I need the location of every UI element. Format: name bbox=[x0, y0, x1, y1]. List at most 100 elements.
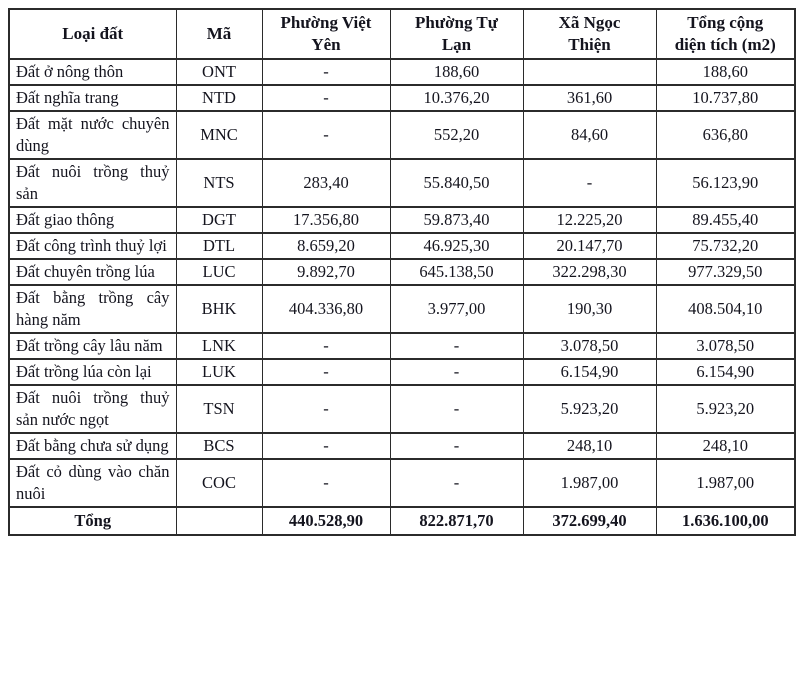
land-type-cell: Đất nuôi trồng thuỷ sản bbox=[8, 158, 177, 208]
viet-yen-value-cell: - bbox=[261, 332, 391, 360]
table-row: Đất công trình thuỷ lợi DTL 8.659,20 46.925… bbox=[8, 232, 796, 260]
ngoc-thien-value-cell: 190,30 bbox=[522, 284, 657, 334]
ngoc-thien-value-cell: 12.225,20 bbox=[522, 206, 657, 234]
row-total-cell: 188,60 bbox=[655, 58, 796, 86]
land-type-cell: Đất công trình thuỷ lợi bbox=[8, 232, 177, 260]
land-area-table: Loại đất Mã Phường Việt Yên Phường Tự Lạ… bbox=[8, 8, 796, 536]
tu-lan-value-cell: 59.873,40 bbox=[389, 206, 524, 234]
ngoc-thien-value-cell: 6.154,90 bbox=[522, 358, 657, 386]
tu-lan-value-cell: - bbox=[389, 458, 524, 508]
table-row: Đất chuyên trồng lúa LUC 9.892,70 645.138,5… bbox=[8, 258, 796, 286]
table-row: Đất ở nông thôn ONT -188,60 188,60 bbox=[8, 58, 796, 86]
code-cell: LNK bbox=[175, 332, 263, 360]
land-type-cell: Đất bằng trồng cây hàng năm bbox=[8, 284, 177, 334]
land-type-cell: Đất giao thông bbox=[8, 206, 177, 234]
table-footer: Tổng 440.528,90 822.871,70 372.699,40 1.… bbox=[8, 506, 796, 536]
land-type-cell: Đất trồng lúa còn lại bbox=[8, 358, 177, 386]
land-type-cell: Đất trồng cây lâu năm bbox=[8, 332, 177, 360]
code-cell: LUK bbox=[175, 358, 263, 386]
viet-yen-value-cell: 9.892,70 bbox=[261, 258, 391, 286]
table-row: Đất cỏ dùng vào chăn nuôi COC - -1.987,00 1.… bbox=[8, 458, 796, 508]
tu-lan-value-cell: - bbox=[389, 384, 524, 434]
code-cell: COC bbox=[175, 458, 263, 508]
table-row: Đất trồng cây lâu năm LNK - -3.078,50 3.078,… bbox=[8, 332, 796, 360]
ngoc-thien-value-cell: 361,60 bbox=[522, 84, 657, 112]
viet-yen-value-cell: - bbox=[261, 384, 391, 434]
ngoc-thien-value-cell: 1.987,00 bbox=[522, 458, 657, 508]
code-cell: DGT bbox=[175, 206, 263, 234]
table-row: Đất trồng lúa còn lại LUK - -6.154,90 6.154,… bbox=[8, 358, 796, 386]
land-type-cell: Đất nghĩa trang bbox=[8, 84, 177, 112]
total-sum-cell: 1.636.100,00 bbox=[655, 506, 796, 536]
tu-lan-value-cell: 188,60 bbox=[389, 58, 524, 86]
viet-yen-value-cell: - bbox=[261, 110, 391, 160]
viet-yen-value-cell: - bbox=[261, 358, 391, 386]
row-total-cell: 89.455,40 bbox=[655, 206, 796, 234]
total-label-cell: Tổng bbox=[8, 506, 177, 536]
total-ngoc-thien-cell: 372.699,40 bbox=[522, 506, 657, 536]
column-header-total-area: Tổng cộng diện tích (m2) bbox=[655, 8, 796, 60]
header-row: Loại đất Mã Phường Việt Yên Phường Tự Lạ… bbox=[8, 8, 796, 60]
row-total-cell: 408.504,10 bbox=[655, 284, 796, 334]
row-total-cell: 636,80 bbox=[655, 110, 796, 160]
tu-lan-value-cell: 55.840,50 bbox=[389, 158, 524, 208]
tu-lan-value-cell: 645.138,50 bbox=[389, 258, 524, 286]
table-row: Đất nuôi trồng thuỷ sản nước ngọt TSN - -5.… bbox=[8, 384, 796, 434]
viet-yen-value-cell: - bbox=[261, 84, 391, 112]
land-type-cell: Đất ở nông thôn bbox=[8, 58, 177, 86]
land-type-cell: Đất cỏ dùng vào chăn nuôi bbox=[8, 458, 177, 508]
code-cell: TSN bbox=[175, 384, 263, 434]
tu-lan-value-cell: - bbox=[389, 432, 524, 460]
viet-yen-value-cell: 283,40 bbox=[261, 158, 391, 208]
column-header-phuong-viet-yen: Phường Việt Yên bbox=[261, 8, 391, 60]
ngoc-thien-value-cell: 5.923,20 bbox=[522, 384, 657, 434]
ngoc-thien-value-cell: 322.298,30 bbox=[522, 258, 657, 286]
row-total-cell: 6.154,90 bbox=[655, 358, 796, 386]
tu-lan-value-cell: - bbox=[389, 332, 524, 360]
land-type-cell: Đất nuôi trồng thuỷ sản nước ngọt bbox=[8, 384, 177, 434]
ngoc-thien-value-cell: 248,10 bbox=[522, 432, 657, 460]
land-type-cell: Đất mặt nước chuyên dùng bbox=[8, 110, 177, 160]
tu-lan-value-cell: 3.977,00 bbox=[389, 284, 524, 334]
viet-yen-value-cell: 17.356,80 bbox=[261, 206, 391, 234]
row-total-cell: 5.923,20 bbox=[655, 384, 796, 434]
row-total-cell: 1.987,00 bbox=[655, 458, 796, 508]
row-total-cell: 3.078,50 bbox=[655, 332, 796, 360]
land-type-cell: Đất bằng chưa sử dụng bbox=[8, 432, 177, 460]
code-cell: LUC bbox=[175, 258, 263, 286]
row-total-cell: 977.329,50 bbox=[655, 258, 796, 286]
table-body: Đất ở nông thôn ONT -188,60 188,60 Đất nghĩa… bbox=[8, 58, 796, 508]
ngoc-thien-value-cell: 3.078,50 bbox=[522, 332, 657, 360]
ngoc-thien-value-cell: - bbox=[522, 158, 657, 208]
total-tu-lan-cell: 822.871,70 bbox=[389, 506, 524, 536]
total-code-cell bbox=[175, 506, 263, 536]
code-cell: BCS bbox=[175, 432, 263, 460]
code-cell: NTS bbox=[175, 158, 263, 208]
land-type-cell: Đất chuyên trồng lúa bbox=[8, 258, 177, 286]
viet-yen-value-cell: - bbox=[261, 432, 391, 460]
row-total-cell: 75.732,20 bbox=[655, 232, 796, 260]
table-row: Đất nghĩa trang NTD -10.376,20 361,60 10.737… bbox=[8, 84, 796, 112]
column-header-code: Mã bbox=[175, 8, 263, 60]
tu-lan-value-cell: - bbox=[389, 358, 524, 386]
table-row: Đất bằng chưa sử dụng BCS - -248,10 248,10 bbox=[8, 432, 796, 460]
ngoc-thien-value-cell: 20.147,70 bbox=[522, 232, 657, 260]
code-cell: MNC bbox=[175, 110, 263, 160]
row-total-cell: 248,10 bbox=[655, 432, 796, 460]
table-header: Loại đất Mã Phường Việt Yên Phường Tự Lạ… bbox=[8, 8, 796, 60]
total-viet-yen-cell: 440.528,90 bbox=[261, 506, 391, 536]
tu-lan-value-cell: 552,20 bbox=[389, 110, 524, 160]
row-total-cell: 10.737,80 bbox=[655, 84, 796, 112]
code-cell: BHK bbox=[175, 284, 263, 334]
table-row: Đất bằng trồng cây hàng năm BHK 404.336,80… bbox=[8, 284, 796, 334]
tu-lan-value-cell: 46.925,30 bbox=[389, 232, 524, 260]
tu-lan-value-cell: 10.376,20 bbox=[389, 84, 524, 112]
row-total-cell: 56.123,90 bbox=[655, 158, 796, 208]
table-row: Đất nuôi trồng thuỷ sản NTS 283,40 55.840,5… bbox=[8, 158, 796, 208]
ngoc-thien-value-cell: 84,60 bbox=[522, 110, 657, 160]
ngoc-thien-value-cell bbox=[522, 58, 657, 86]
total-row: Tổng 440.528,90 822.871,70 372.699,40 1.… bbox=[8, 506, 796, 536]
column-header-land-type: Loại đất bbox=[8, 8, 177, 60]
viet-yen-value-cell: - bbox=[261, 458, 391, 508]
